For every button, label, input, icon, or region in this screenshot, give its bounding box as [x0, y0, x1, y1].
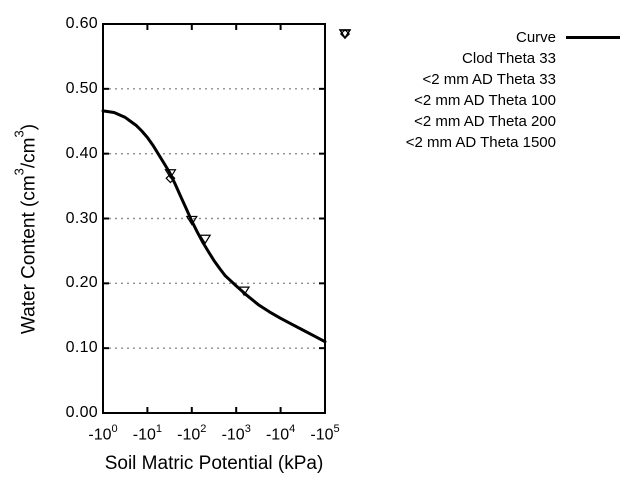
data-point-2-mm-ad-theta-33: [164, 169, 177, 179]
y-axis-title-text: /cm: [18, 137, 40, 169]
data-point-clod-theta-33: [165, 173, 176, 184]
legend-item-2-mm-ad-theta-33: <2 mm AD Theta 33: [335, 29, 620, 90]
x-tick-label--10e5: -105: [310, 423, 340, 444]
y-tick-label-0.10: 0.10: [65, 339, 98, 357]
y-tick-label-0.40: 0.40: [65, 144, 98, 162]
legend-item-2-mm-ad-theta-200: <2 mm AD Theta 200: [335, 29, 620, 132]
data-point-2-mm-ad-theta-1500: [237, 286, 251, 297]
x-tick-label--10e2: -102: [177, 423, 207, 444]
curve-line-icon: [566, 36, 620, 39]
data-point-2-mm-ad-theta-200: [199, 234, 212, 245]
legend-label: Clod Theta 33: [462, 50, 556, 67]
legend-item-2-mm-ad-theta-1500: <2 mm AD Theta 1500: [335, 29, 620, 153]
legend-line-sample-icon: [566, 36, 620, 39]
legend-label: <2 mm AD Theta 100: [414, 92, 556, 109]
triangle-down-open-icon: [338, 29, 352, 40]
data-point-2-mm-ad-theta-100: [185, 215, 198, 226]
y-tick-label-0.60: 0.60: [65, 15, 98, 32]
legend-label: <2 mm AD Theta 33: [422, 71, 556, 88]
x-axis-title: Soil Matric Potential (kPa): [104, 453, 324, 474]
x-tick-label--10e3: -103: [221, 423, 251, 444]
legend-item-2-mm-ad-theta-100: <2 mm AD Theta 100: [335, 29, 620, 111]
legend-item-clod-theta-33: Clod Theta 33: [335, 28, 620, 69]
legend-label: Curve: [515, 29, 556, 46]
legend-label: <2 mm AD Theta 200: [414, 113, 556, 130]
y-axis-title-text: Water Content (cm: [18, 175, 40, 335]
y-tick-label-0.00: 0.00: [65, 404, 98, 421]
x-tick-label--10e1: -101: [132, 423, 163, 444]
y-axis-title: Water Content (cm3/cm3): [11, 124, 40, 335]
legend-item-curve: Curve: [335, 27, 620, 48]
x-tick-label--10e4: -104: [265, 423, 296, 444]
y-axis-title-sup: 3: [11, 168, 27, 176]
legend: Curve Clod Theta 33 <2 mm AD Theta 33 <2 mm…: [335, 27, 620, 153]
y-tick-label-0.20: 0.20: [65, 274, 98, 292]
curve-line: [101, 109, 327, 344]
y-tick-label-0.50: 0.50: [65, 79, 98, 97]
x-tick-label--10e0: -100: [88, 423, 118, 444]
y-tick-label-0.30: 0.30: [65, 209, 98, 227]
y-axis-title-sup: 3: [11, 130, 27, 138]
plot-border: [102, 23, 326, 414]
legend-label: <2 mm AD Theta 1500: [405, 134, 556, 151]
